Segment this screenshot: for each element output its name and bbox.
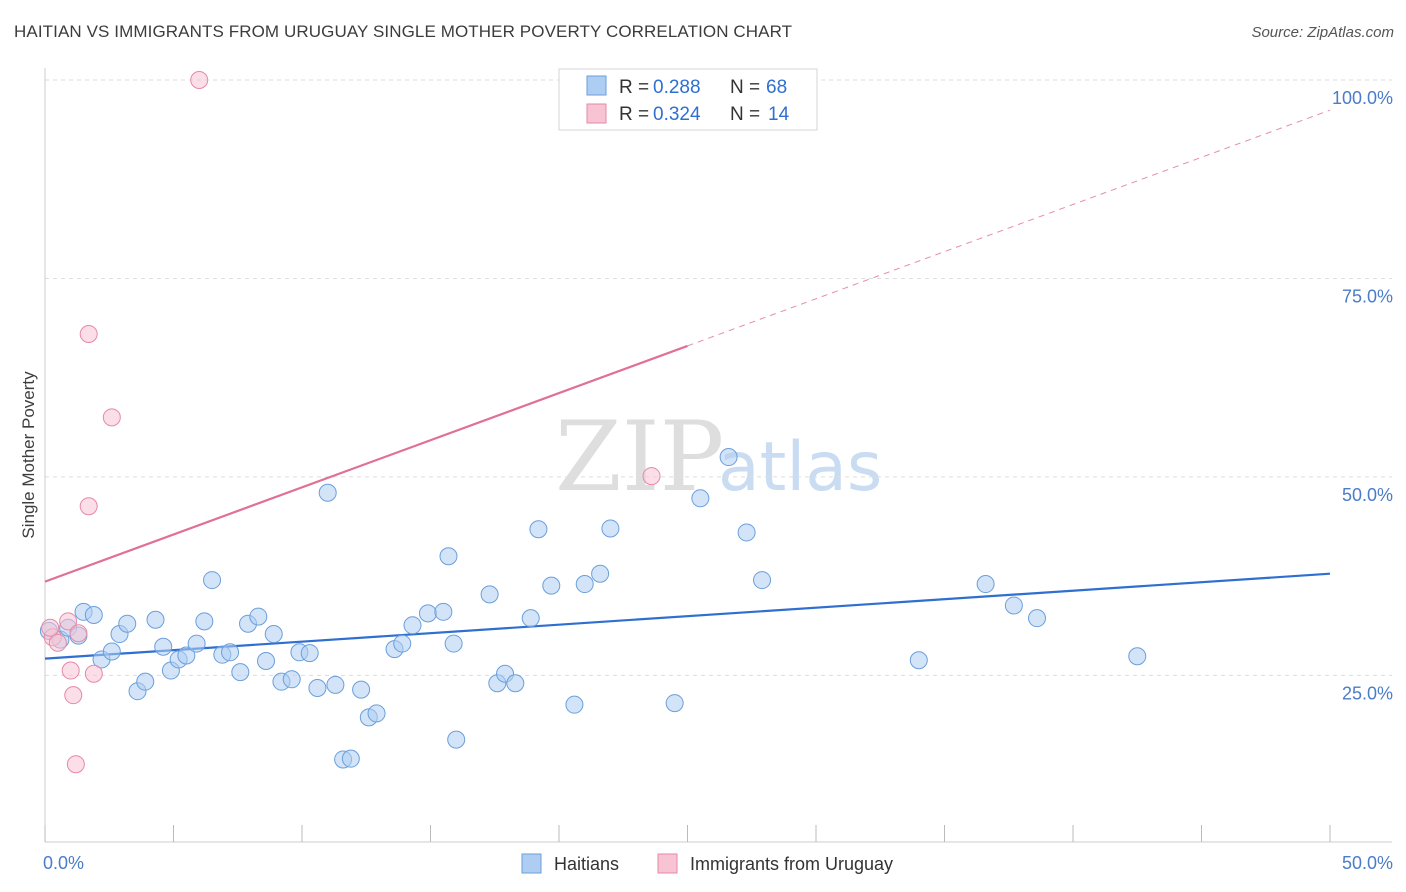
uruguay-point-6 xyxy=(69,624,88,643)
haitian-point-30 xyxy=(300,644,319,663)
haitian-point-56 xyxy=(591,564,610,583)
haitian-point-52 xyxy=(529,520,548,539)
haitian-point-55 xyxy=(575,575,594,594)
haitian-point-65 xyxy=(1004,596,1023,615)
source-credit: Source: ZipAtlas.com xyxy=(1251,24,1394,41)
y-tick-label-2: 75.0% xyxy=(1342,286,1393,306)
haitian-point-62 xyxy=(753,571,772,590)
uruguay-trendline xyxy=(44,344,688,583)
trendlines xyxy=(44,109,1331,660)
legend-n-value-1: 68 xyxy=(766,77,787,98)
haitian-point-44 xyxy=(439,547,458,566)
haitian-point-67 xyxy=(1128,647,1147,666)
haitian-point-47 xyxy=(480,585,499,604)
uruguay-point-9 xyxy=(84,664,103,683)
haitian-point-26 xyxy=(264,625,283,644)
haitian-point-64 xyxy=(976,575,995,594)
uruguay-trendline-extension xyxy=(687,109,1331,347)
haitian-point-51 xyxy=(521,609,540,628)
uruguay-point-8 xyxy=(79,325,98,343)
uruguay-point-5 xyxy=(66,755,85,774)
y-tick-label-1: 50.0% xyxy=(1342,485,1393,505)
haitian-point-21 xyxy=(221,643,240,662)
legend-n-value-2: 14 xyxy=(768,104,790,125)
legend-swatch-uruguay xyxy=(586,103,607,124)
stats-legend: R = 0.288 N = 68 R = 0.324 N = 14 xyxy=(558,68,818,131)
haitian-point-13 xyxy=(154,637,173,656)
haitian-point-53 xyxy=(542,576,561,595)
chart-title: HAITIAN VS IMMIGRANTS FROM URUGUAY SINGL… xyxy=(14,22,793,41)
haitian-point-58 xyxy=(665,694,684,713)
uruguay-point-11 xyxy=(190,71,209,89)
haitian-point-22 xyxy=(231,663,250,682)
haitian-point-60 xyxy=(719,448,738,467)
uruguay-point-10 xyxy=(102,408,121,427)
haitian-point-57 xyxy=(601,519,620,538)
legend-swatch-haitians xyxy=(586,75,607,96)
watermark-atlas: atlas xyxy=(718,428,882,507)
haitian-point-61 xyxy=(737,523,756,542)
uruguay-point-1 xyxy=(48,633,67,652)
haitian-point-5 xyxy=(84,605,103,624)
haitian-point-40 xyxy=(393,634,412,653)
haitian-point-43 xyxy=(434,602,453,621)
haitian-point-25 xyxy=(257,652,276,671)
haitian-point-11 xyxy=(136,672,155,691)
haitian-point-54 xyxy=(565,695,584,714)
haitian-point-9 xyxy=(118,614,137,633)
y-tick-label-3: 100.0% xyxy=(1332,88,1393,108)
bottom-legend-swatch-haitians xyxy=(521,853,542,874)
x-tick-label-0: 0.0% xyxy=(43,853,84,873)
axes xyxy=(44,68,1392,843)
legend-n-label-2: N = xyxy=(730,104,760,125)
x-tick-label-1: 50.0% xyxy=(1342,853,1393,873)
haitian-point-31 xyxy=(308,679,327,698)
uruguay-point-3 xyxy=(61,661,80,680)
legend-n-label-1: N = xyxy=(730,77,760,98)
uruguay-point-13 xyxy=(41,618,60,637)
data-points xyxy=(39,71,1147,774)
uruguay-point-7 xyxy=(79,497,98,516)
series-legend: Haitians Immigrants from Uruguay xyxy=(521,853,893,874)
haitian-point-24 xyxy=(249,607,268,626)
haitian-point-63 xyxy=(909,651,928,670)
uruguay-point-4 xyxy=(64,686,83,705)
haitian-point-32 xyxy=(318,483,337,502)
haitian-point-28 xyxy=(282,670,301,689)
legend-r-label-1: R = xyxy=(619,77,649,98)
legend-r-value-1: 0.288 xyxy=(653,77,701,98)
haitian-point-59 xyxy=(691,489,710,508)
haitian-point-45 xyxy=(444,634,463,653)
haitian-point-19 xyxy=(203,571,222,590)
haitian-point-36 xyxy=(352,680,371,699)
haitian-point-41 xyxy=(403,616,422,635)
gridlines xyxy=(45,79,1392,676)
legend-r-value-2: 0.324 xyxy=(653,104,701,125)
tick-labels: 25.0% 50.0% 75.0% 100.0% 0.0% 50.0% xyxy=(43,88,1393,873)
haitian-point-46 xyxy=(447,730,466,749)
uruguay-point-2 xyxy=(59,612,78,631)
bottom-legend-label-haitians: Haitians xyxy=(554,854,619,874)
haitian-point-16 xyxy=(177,646,196,665)
bottom-legend-swatch-uruguay xyxy=(657,853,678,874)
haitian-point-17 xyxy=(187,634,206,653)
haitian-point-35 xyxy=(341,749,360,768)
haitian-point-66 xyxy=(1028,609,1047,628)
haitian-point-12 xyxy=(146,610,165,629)
haitian-trendline xyxy=(44,572,1331,660)
y-tick-label-0: 25.0% xyxy=(1342,683,1393,703)
y-axis-label: Single Mother Poverty xyxy=(19,371,38,539)
haitian-point-50 xyxy=(506,674,525,693)
legend-r-label-2: R = xyxy=(619,104,649,125)
haitian-point-42 xyxy=(418,604,437,623)
haitian-point-7 xyxy=(102,642,121,661)
haitian-point-38 xyxy=(367,704,386,723)
uruguay-point-12 xyxy=(642,467,661,486)
haitian-point-33 xyxy=(326,675,345,694)
bottom-legend-label-uruguay: Immigrants from Uruguay xyxy=(690,854,893,874)
haitian-point-18 xyxy=(195,612,214,631)
